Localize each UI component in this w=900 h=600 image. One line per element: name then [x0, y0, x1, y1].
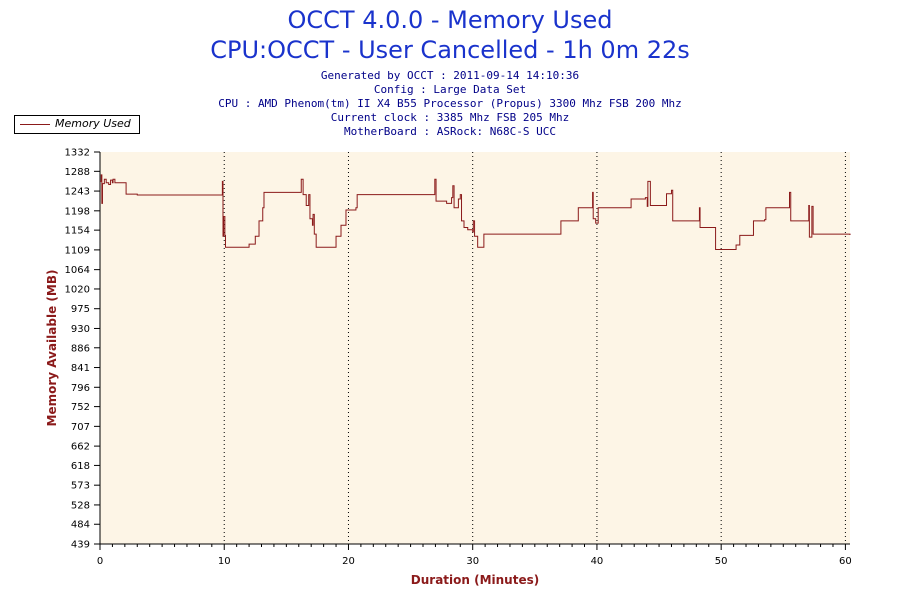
y-tick-label: 930 — [71, 324, 90, 335]
series-line-memory-used — [100, 174, 851, 250]
y-tick-label: 1154 — [65, 226, 90, 237]
clock-info: Current clock : 3385 Mhz FSB 205 Mhz — [330, 111, 570, 124]
cpu-info: CPU : AMD Phenom(tm) II X4 B55 Processor… — [218, 97, 682, 110]
x-tick-label: 40 — [591, 556, 604, 567]
legend-label: Memory Used — [55, 117, 131, 130]
y-tick-label: 439 — [71, 540, 90, 551]
y-tick-label: 618 — [71, 461, 90, 472]
y-tick-label: 1288 — [65, 167, 90, 178]
config-info: Config : Large Data Set — [373, 83, 527, 96]
plot-area — [100, 152, 850, 544]
y-tick-label: 1064 — [65, 265, 90, 276]
legend: Memory Used — [14, 115, 140, 134]
y-tick-label: 707 — [71, 422, 90, 433]
x-tick-label: 10 — [218, 556, 231, 567]
y-tick-label: 662 — [71, 442, 90, 453]
chart-subtitle: CPU:OCCT - User Cancelled - 1h 0m 22s — [210, 36, 690, 64]
y-tick-label: 1109 — [65, 245, 90, 256]
chart-title: OCCT 4.0.0 - Memory Used — [287, 6, 613, 34]
y-axis-title: Memory Available (MB) — [45, 270, 59, 427]
legend-swatch — [20, 124, 50, 125]
y-tick-label: 975 — [71, 304, 90, 315]
y-tick-label: 841 — [71, 363, 90, 374]
motherboard-info: MotherBoard : ASRock: N68C-S UCC — [344, 125, 556, 138]
x-tick-label: 20 — [342, 556, 355, 567]
y-tick-label: 1198 — [65, 206, 90, 217]
generated-info: Generated by OCCT : 2011-09-14 14:10:36 — [320, 69, 580, 82]
y-tick-label: 752 — [71, 402, 90, 413]
x-axis-title: Duration (Minutes) — [411, 573, 539, 587]
y-tick-label: 484 — [71, 520, 90, 531]
y-tick-label: 796 — [71, 383, 90, 394]
y-tick-label: 886 — [71, 343, 90, 354]
y-tick-label: 1243 — [65, 187, 90, 198]
x-tick-label: 30 — [466, 556, 479, 567]
x-tick-label: 50 — [715, 556, 728, 567]
y-tick-label: 528 — [71, 500, 90, 511]
x-tick-label: 0 — [97, 556, 103, 567]
y-tick-label: 573 — [71, 481, 90, 492]
y-tick-label: 1332 — [65, 148, 90, 159]
x-tick-label: 60 — [839, 556, 852, 567]
y-tick-label: 1020 — [65, 284, 90, 295]
